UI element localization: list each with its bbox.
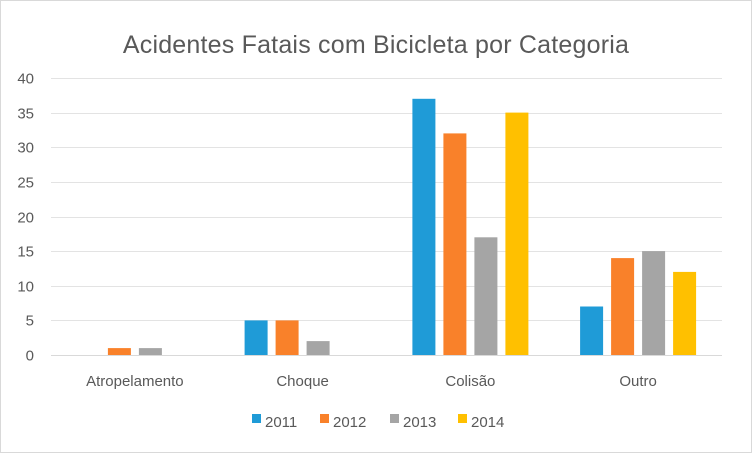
bar-2012-outro xyxy=(611,258,635,355)
legend-swatch-2011 xyxy=(252,414,261,423)
y-tick-label: 0 xyxy=(26,348,34,365)
chart-title: Acidentes Fatais com Bicicleta por Categ… xyxy=(122,31,630,59)
y-tick-label: 25 xyxy=(17,175,34,192)
y-tick-label: 20 xyxy=(17,210,34,227)
bar-2012-atropelamento xyxy=(107,348,131,355)
legend-label-2013: 2013 xyxy=(403,414,436,431)
legend-swatch-2012 xyxy=(320,414,329,423)
legend-swatch-2013 xyxy=(390,414,399,423)
bar-2011-colisão xyxy=(412,98,436,356)
bars xyxy=(107,98,697,356)
bar-2013-colisão xyxy=(474,237,498,355)
bar-2014-colisão xyxy=(505,112,529,355)
bar-2013-choque xyxy=(306,341,330,355)
bar-2011-choque xyxy=(244,320,268,355)
legend-label-2014: 2014 xyxy=(471,414,504,431)
y-tick-label: 10 xyxy=(17,279,34,296)
category-label: Colisão xyxy=(445,373,495,390)
legend-swatch-2014 xyxy=(458,414,467,423)
category-label: Atropelamento xyxy=(86,373,184,390)
y-tick-label: 5 xyxy=(26,313,34,330)
bar-2012-choque xyxy=(275,320,299,355)
y-tick-label: 15 xyxy=(17,244,34,261)
y-tick-label: 30 xyxy=(17,140,34,157)
legend[interactable]: 2011 2012 2013 2014 xyxy=(252,414,504,431)
bar-2011-outro xyxy=(580,306,604,355)
bar-2013-atropelamento xyxy=(138,348,162,355)
legend-label-2011: 2011 xyxy=(265,414,297,431)
bar-2013-outro xyxy=(642,251,666,355)
bar-2012-colisão xyxy=(443,133,467,355)
x-axis-category-labels: Atropelamento Choque Colisão Outro xyxy=(86,373,657,390)
y-tick-label: 40 xyxy=(17,71,34,88)
category-label: Choque xyxy=(276,373,329,390)
legend-label-2012: 2012 xyxy=(333,414,366,431)
y-axis-tick-labels: 0 5 10 15 20 25 30 35 40 xyxy=(17,71,34,365)
bar-2014-outro xyxy=(673,271,697,355)
y-tick-label: 35 xyxy=(17,106,34,123)
category-label: Outro xyxy=(619,373,657,390)
gridlines xyxy=(51,78,722,356)
